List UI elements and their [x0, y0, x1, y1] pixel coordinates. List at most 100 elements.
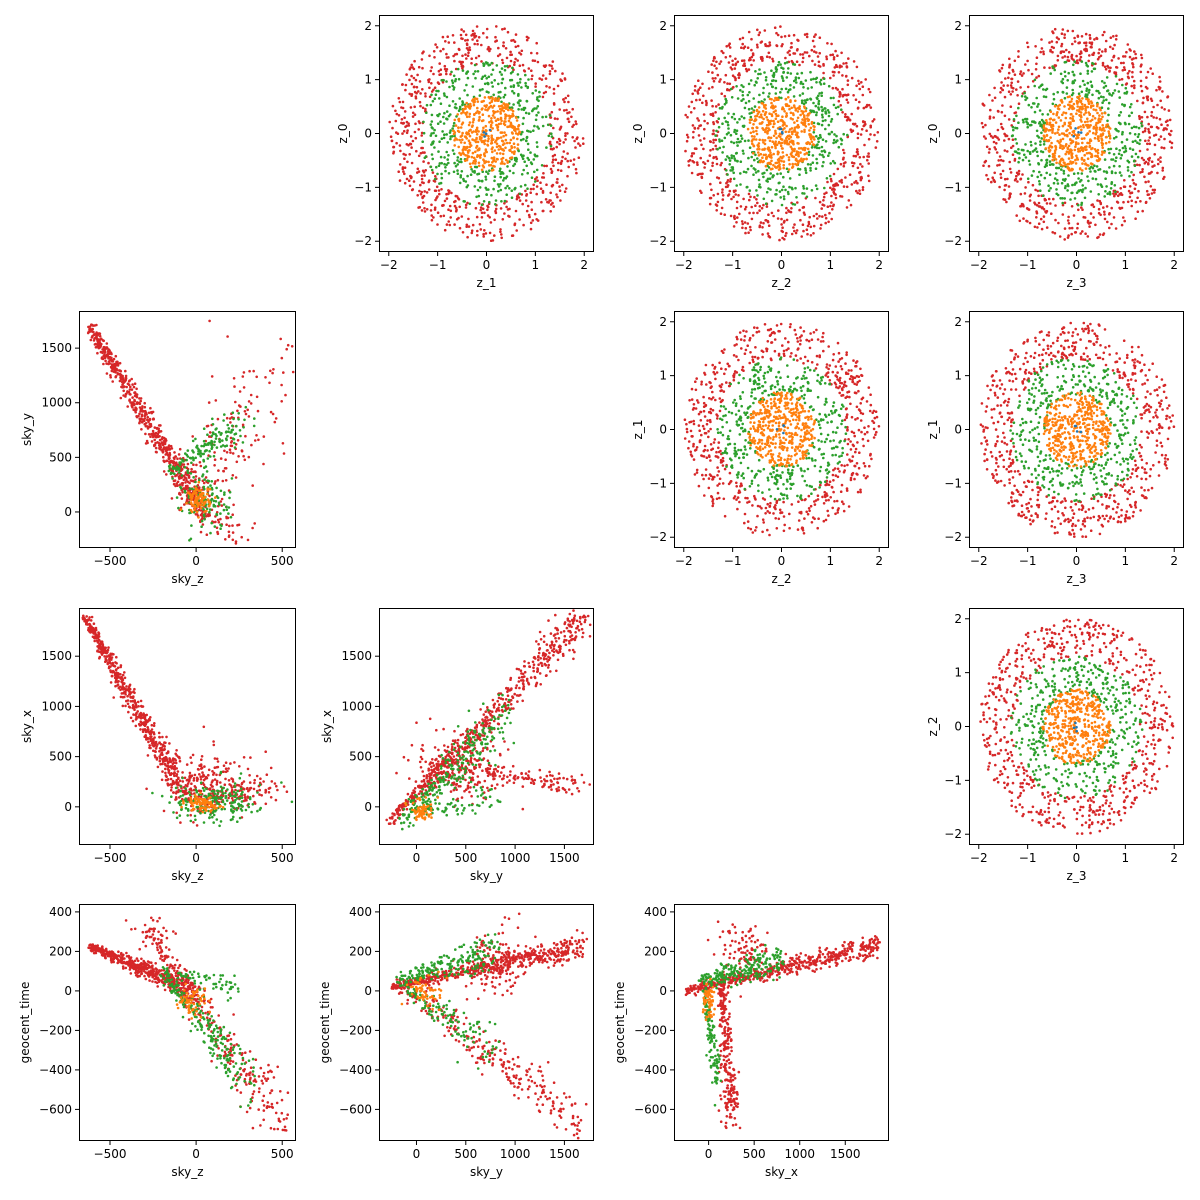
- data-point: [1017, 148, 1020, 151]
- data-point: [1088, 88, 1091, 92]
- data-point: [776, 172, 779, 176]
- data-point: [1120, 140, 1124, 144]
- data-point: [515, 197, 519, 201]
- data-point: [741, 124, 745, 128]
- data-point: [551, 60, 555, 63]
- data-point: [519, 185, 523, 188]
- data-point: [468, 46, 471, 49]
- data-point: [477, 172, 481, 176]
- data-point: [1080, 35, 1084, 38]
- data-point: [1055, 40, 1059, 44]
- data-point: [1148, 197, 1152, 200]
- data-point: [828, 174, 832, 178]
- data-point: [845, 206, 849, 209]
- data-point: [706, 122, 709, 125]
- data-point: [842, 148, 845, 152]
- data-point: [779, 196, 782, 199]
- data-point: [1000, 66, 1004, 70]
- data-point: [1131, 140, 1135, 143]
- data-point: [998, 185, 1001, 189]
- data-point: [1055, 113, 1058, 117]
- data-point: [1034, 147, 1038, 150]
- data-point: [518, 51, 521, 55]
- data-point: [822, 64, 825, 67]
- data-point: [405, 177, 409, 181]
- data-point: [746, 93, 750, 97]
- data-point: [1048, 160, 1052, 163]
- data-point: [876, 131, 880, 134]
- data-point: [499, 228, 502, 231]
- data-point: [1028, 152, 1032, 155]
- data-point: [1030, 106, 1033, 109]
- data-point: [441, 130, 444, 133]
- data-point: [483, 96, 487, 99]
- data-point: [770, 113, 774, 116]
- data-point: [728, 46, 732, 49]
- data-point: [1147, 193, 1151, 196]
- data-point: [1108, 166, 1111, 169]
- data-point: [1069, 116, 1072, 120]
- x-tick-label: 2: [1170, 258, 1178, 272]
- data-point: [1061, 124, 1065, 128]
- data-point: [1106, 119, 1109, 123]
- data-point: [1126, 169, 1130, 172]
- data-point: [567, 117, 570, 121]
- data-point: [793, 203, 797, 206]
- data-point: [802, 229, 805, 233]
- data-point: [1099, 213, 1102, 217]
- data-point: [1130, 58, 1134, 61]
- data-point: [1110, 94, 1114, 97]
- data-point: [1079, 125, 1082, 128]
- data-point: [806, 98, 809, 101]
- data-point: [762, 117, 765, 121]
- data-point: [459, 126, 463, 129]
- data-point: [461, 100, 464, 103]
- data-point: [771, 125, 775, 129]
- data-point: [803, 33, 807, 36]
- data-point: [518, 81, 522, 84]
- data-point: [1141, 168, 1144, 171]
- data-point: [421, 195, 424, 199]
- data-point: [761, 233, 764, 236]
- x-tick-label: 2: [580, 258, 588, 272]
- data-point: [812, 131, 816, 134]
- data-point: [485, 36, 489, 39]
- data-point: [452, 54, 455, 58]
- data-point: [493, 218, 496, 222]
- data-point: [433, 128, 436, 132]
- data-point: [487, 91, 490, 94]
- data-point: [1130, 204, 1133, 208]
- data-point: [1108, 140, 1111, 144]
- data-point: [475, 133, 479, 136]
- data-point: [1067, 103, 1070, 107]
- data-point: [794, 231, 798, 235]
- data-point: [447, 161, 450, 165]
- data-point: [1076, 158, 1080, 161]
- data-point: [839, 162, 843, 166]
- data-point: [1062, 172, 1066, 175]
- data-point: [1045, 133, 1049, 137]
- data-point: [411, 111, 415, 115]
- data-point: [1048, 154, 1051, 158]
- data-point: [1092, 127, 1095, 130]
- data-point: [486, 47, 490, 51]
- data-point: [1088, 33, 1092, 37]
- data-point: [422, 170, 426, 174]
- data-point: [505, 114, 508, 118]
- data-point: [1054, 172, 1058, 175]
- data-point: [781, 236, 784, 240]
- data-point: [990, 180, 993, 184]
- data-point: [1038, 180, 1041, 183]
- data-point: [428, 54, 431, 58]
- data-point: [452, 132, 456, 136]
- data-point: [504, 146, 507, 150]
- data-point: [481, 207, 485, 211]
- data-point: [480, 168, 484, 172]
- data-point: [1065, 48, 1068, 52]
- data-point: [459, 175, 463, 179]
- data-point: [1006, 84, 1009, 87]
- data-point: [809, 234, 813, 237]
- data-point: [775, 44, 778, 47]
- data-point: [684, 149, 687, 153]
- data-point: [1143, 162, 1147, 165]
